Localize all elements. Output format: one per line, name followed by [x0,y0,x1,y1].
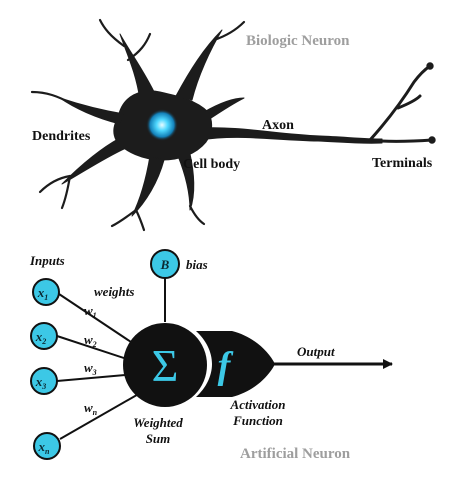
weight-2-base: w [84,332,93,347]
dendrite-branch-3 [212,20,246,42]
connection-3 [56,373,137,382]
inputs-label: Inputs [29,253,65,268]
terminals-label: Terminals [372,156,433,171]
neuron-silhouette [30,18,436,232]
activation-shape [196,331,275,397]
weighted-sum-label-line1: Weighted [133,415,183,430]
dendrite-branch-2 [126,32,152,62]
input-node-1: x1 [32,278,60,306]
dendrite-2 [175,29,223,101]
output-label: Output [297,344,335,359]
bias-label: bias [186,257,208,272]
connection-4 [59,391,143,440]
dendrite-branch-1 [98,18,126,48]
terminal-bouton-2 [426,62,434,70]
dendrites-label: Dendrites [32,129,91,144]
dendrite-branch-6 [60,174,72,210]
weights-label: weights [94,284,134,299]
cell-body-label: Cell body [183,157,240,172]
artificial-neuron: f Σ B bias x1 x2 x3 xn w1 w2 w3 wn Input… [29,249,393,462]
input-node-4-sub: n [45,447,50,456]
summation-symbol: Σ [152,340,179,391]
dendrite-1 [119,33,157,101]
input-node-1-base: x [37,285,45,300]
input-node-3: x3 [30,367,58,395]
weight-label-1: w1 [84,303,97,320]
svg-text:x2: x2 [35,329,47,346]
weight-3-sub: 3 [92,368,97,377]
activation-symbol: f [218,345,234,387]
weight-label-3: w3 [84,360,97,377]
dendrite-branch-8 [134,208,146,232]
svg-text:x3: x3 [35,374,47,391]
weight-label-4: wn [84,400,98,417]
svg-text:xn: xn [38,439,51,456]
summation-node [123,323,207,407]
dendrite-branch-7 [110,208,138,228]
dendrite-4 [61,137,127,185]
input-connections [56,278,166,440]
svg-text:x1: x1 [37,285,49,302]
weight-label-2: w2 [84,332,97,349]
dendrite-branch-4 [30,90,74,106]
input-node-1-sub: 1 [44,293,48,302]
dendrite-branch-5 [38,174,72,194]
activation-label-line1: Activation [230,397,286,412]
input-node-2-base: x [35,329,43,344]
weight-2-sub: 2 [92,340,97,349]
axon-shape [199,127,383,144]
connection-1 [58,293,141,349]
dendrite-branch-9 [188,204,206,226]
activation-label-line2: Function [232,413,283,428]
terminal-branch-2 [368,64,432,142]
input-node-3-base: x [35,374,43,389]
biologic-neuron: Biologic Neuron [30,18,436,232]
input-node-4: xn [33,432,61,460]
bias-node [150,249,180,279]
axon-label: Axon [262,118,294,133]
weighted-sum-label-line2: Sum [146,431,171,446]
input-node-2-sub: 2 [41,337,46,346]
dendrite-5 [131,155,165,217]
bias-symbol: B [160,257,170,272]
weight-4-base: w [84,400,93,415]
weight-3-base: w [84,360,93,375]
nucleus [146,109,178,141]
dendrite-6 [177,153,195,211]
input-node-2: x2 [30,322,58,350]
artificial-neuron-title: Artificial Neuron [240,446,351,462]
terminal-branch-1 [378,138,434,143]
weight-1-base: w [84,303,93,318]
terminal-branch-3 [396,94,422,110]
biologic-neuron-title: Biologic Neuron [246,33,350,49]
connection-2 [56,335,137,363]
input-node-3-sub: 3 [41,382,46,391]
weight-4-sub: n [93,408,98,417]
weight-1-sub: 1 [93,311,97,320]
input-node-4-base: x [38,439,46,454]
dendrite-7 [203,97,245,121]
terminal-bouton-1 [428,136,436,144]
